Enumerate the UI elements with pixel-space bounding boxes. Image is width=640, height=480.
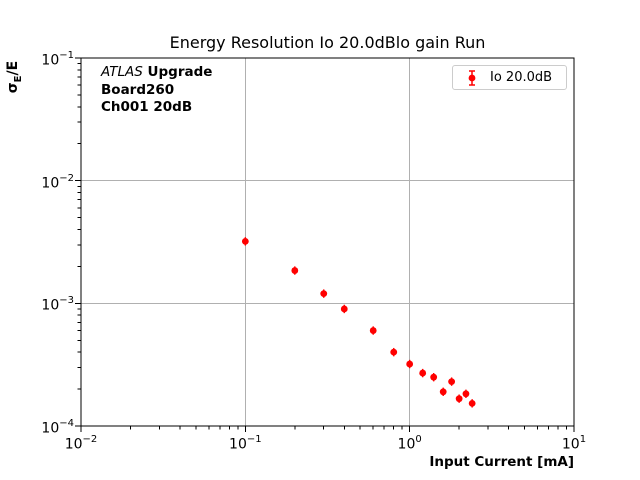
data-point [430,373,438,381]
x-axis-label: Input Current [mA] [429,454,574,470]
data-point [291,267,299,274]
data-point [340,305,348,313]
annotation-board: Board260 [101,81,175,98]
axes-frame [80,57,575,427]
data-point [419,369,427,377]
data-point [462,390,470,398]
data-point [390,348,398,356]
annotation-experiment: ATLAS [101,64,143,80]
annotation-line-1: ATLAS Upgrade [101,64,212,82]
data-point [439,388,447,396]
data-point [406,360,414,368]
chart-title: Energy Resolution Io 20.0dBlo gain Run [169,33,486,52]
data-point [241,237,249,245]
y-tick-label: 10−2 [41,172,74,192]
sigma-symbol: σ [5,82,21,94]
data-point [369,327,377,334]
legend-label: Io 20.0dB [490,70,553,85]
x-tick-label: 100 [397,434,422,453]
data-point [320,290,328,298]
sigma-subscript: E [12,75,24,83]
y-tick-label: 10−4 [41,418,74,437]
y-tick-label: 10−1 [41,50,74,69]
x-tick-label: 101 [561,434,587,453]
legend: Io 20.0dB [452,65,567,90]
annotation-upgrade: Upgrade [147,64,213,80]
annotation-block: ATLAS Upgrade Board260 Ch001 20dB [101,64,212,117]
annotation-channel: Ch001 20dB [101,99,193,115]
y-tick-label: 10−3 [41,295,74,314]
data-point [455,395,463,403]
errorbar-marker-icon [468,69,476,86]
data-point [448,378,456,386]
x-tick-label: 10−2 [64,434,98,453]
data-point [468,399,476,407]
x-tick-label: 10−1 [229,434,262,453]
